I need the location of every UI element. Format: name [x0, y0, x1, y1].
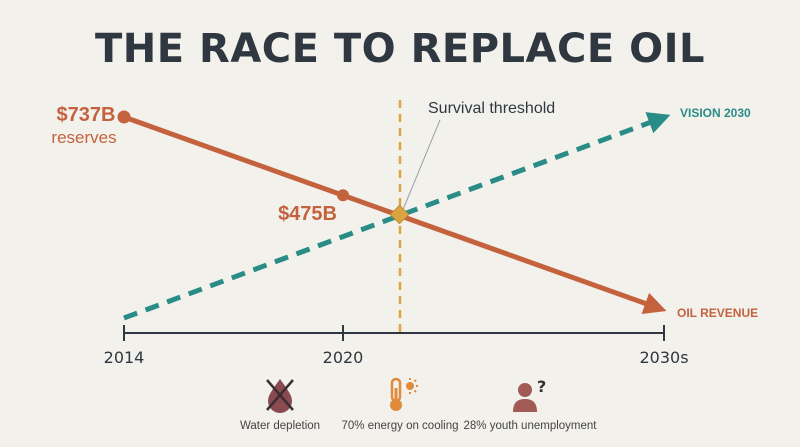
x-tick-label-2014: 2014	[104, 348, 145, 367]
thermometer-sun-icon	[390, 377, 418, 411]
series-label-oil-revenue: OIL REVENUE	[677, 306, 758, 320]
person-question-icon: ?	[513, 377, 546, 412]
footer-label-energy: 70% energy on cooling	[341, 420, 459, 432]
x-tick-label-2020: 2020	[323, 348, 364, 367]
chart-title: THE RACE TO REPLACE OIL	[95, 26, 705, 72]
footer-water-depletion: Water depletion	[195, 376, 365, 432]
threshold-label: Survival threshold	[428, 100, 555, 117]
point-oil-2014	[117, 110, 131, 124]
footer-energy-cooling: 70% energy on cooling	[315, 376, 485, 432]
footer-label-youth: 28% youth unemployment	[463, 420, 597, 432]
data-label-475b: $475B	[278, 203, 337, 225]
data-label-737b: $737B	[57, 104, 116, 126]
svg-text:?: ?	[537, 377, 546, 396]
footer-label-water: Water depletion	[239, 420, 321, 432]
water-drop-crossed-icon	[266, 379, 294, 413]
data-label-reserves: reserves	[51, 128, 116, 147]
threshold-leader-line	[401, 119, 441, 213]
series-line-vision-2030	[123, 112, 671, 321]
intersection-marker	[389, 204, 410, 225]
x-tick-label-2030s: 2030s	[639, 348, 688, 367]
point-oil-2020	[337, 189, 349, 202]
footer-youth-unemployment: ? 28% youth unemployment	[445, 376, 615, 432]
series-label-vision-2030: VISION 2030	[680, 106, 751, 120]
series-line-oil-revenue	[123, 114, 667, 315]
